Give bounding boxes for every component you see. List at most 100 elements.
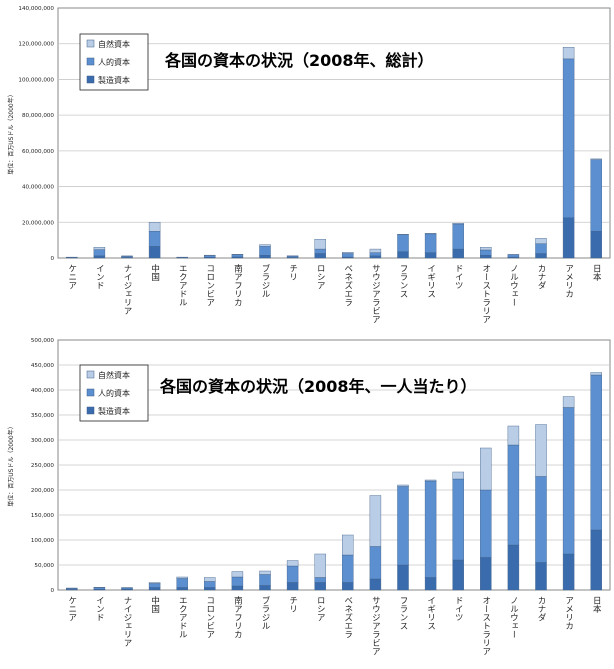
chart-title: 各国の資本の状況（2008年、一人当たり） xyxy=(159,377,477,396)
plot-area xyxy=(57,7,611,259)
bar-segment xyxy=(148,246,161,259)
bar-segment xyxy=(342,554,354,583)
bar-segment xyxy=(286,255,299,257)
x-tick-label: アメリカ xyxy=(564,264,574,298)
bar-segment xyxy=(535,238,547,244)
bar-segment xyxy=(176,587,188,591)
bar-segment xyxy=(507,444,520,546)
bar-segment xyxy=(562,553,575,591)
bar-segment xyxy=(424,233,437,235)
y-tick-label: 100,000 xyxy=(31,538,55,544)
bar-segment xyxy=(93,255,106,259)
bar-segment xyxy=(507,544,520,591)
bar-segment xyxy=(480,247,492,251)
x-tick-label: エクアドル xyxy=(177,596,187,639)
bar-segment xyxy=(424,233,437,253)
bar-segment xyxy=(535,253,547,259)
x-tick-label: 中国 xyxy=(150,263,160,282)
bar-segment xyxy=(590,159,602,232)
legend-label: 自然資本 xyxy=(98,39,130,49)
bar-segment xyxy=(148,231,161,247)
legend-swatch xyxy=(86,406,95,415)
bar-segment xyxy=(562,217,575,259)
y-tick-label: 100,000,000 xyxy=(18,77,54,83)
x-tick-label: ベネズエラ xyxy=(343,264,353,307)
x-tick-label: 日本 xyxy=(591,264,601,282)
bar-segment xyxy=(314,577,326,583)
bar-segment xyxy=(369,495,382,547)
x-tick-label: フランス xyxy=(398,596,408,630)
bar-segment xyxy=(148,582,161,584)
y-tick-label: 120,000,000 xyxy=(18,42,54,48)
bar-segment xyxy=(397,251,409,259)
y-tick-label: 400,000 xyxy=(31,388,55,394)
bar-segment xyxy=(397,234,409,235)
bar-segment xyxy=(204,254,216,256)
bar-segment xyxy=(535,424,547,477)
legend-swatch xyxy=(86,75,95,84)
x-tick-label: ブラジル xyxy=(260,263,270,298)
bar-segment xyxy=(342,253,354,258)
y-tick-label: 80,000,000 xyxy=(22,113,54,119)
x-tick-label: 中国 xyxy=(150,595,160,614)
x-tick-label: 南アフリカ xyxy=(232,595,242,638)
x-tick-label: チリ xyxy=(288,596,298,613)
bar-segment xyxy=(176,576,188,579)
y-tick-label: 150,000 xyxy=(31,513,55,519)
bar-segment xyxy=(562,396,575,408)
bar-segment xyxy=(562,407,575,555)
x-tick-label: サウジアラビア xyxy=(370,596,380,656)
bar-segment xyxy=(507,254,520,258)
bar-segment xyxy=(590,374,602,531)
x-tick-label: イギリス xyxy=(426,264,436,298)
y-tick-label: 250,000 xyxy=(31,463,55,469)
y-axis-label: 単位：百万USドル（2000年） xyxy=(7,423,15,506)
legend-label: 製造資本 xyxy=(98,75,130,85)
bar-segment xyxy=(507,425,520,446)
bar-segment xyxy=(480,447,492,491)
legend-swatch xyxy=(86,370,95,379)
x-tick-label: ナイジェリア xyxy=(122,596,132,647)
x-tick-label: コロンビア xyxy=(205,264,215,307)
bar-segment xyxy=(204,577,216,582)
y-tick-label: 0 xyxy=(50,256,54,262)
y-tick-label: 60,000,000 xyxy=(22,149,54,155)
bar-segment xyxy=(259,255,271,259)
x-tick-label: コロンビア xyxy=(205,596,215,639)
legend-swatch xyxy=(86,39,95,48)
bar-segment xyxy=(259,244,271,247)
x-tick-label: カナダ xyxy=(536,596,546,622)
x-tick-label: インド xyxy=(94,264,104,290)
y-tick-label: 20,000,000 xyxy=(22,220,54,226)
x-tick-label: ドイツ xyxy=(453,264,463,290)
x-tick-label: オーストラリア xyxy=(481,596,491,656)
bar-segment xyxy=(231,254,244,255)
x-tick-label: イギリス xyxy=(426,596,436,630)
bar-segment xyxy=(424,480,437,578)
bar-segment xyxy=(314,248,326,254)
bar-segment xyxy=(314,253,326,259)
bar-segment xyxy=(562,47,575,60)
y-tick-label: 140,000,000 xyxy=(18,6,54,12)
bar-segment xyxy=(535,243,547,254)
bar-segment xyxy=(452,222,464,225)
bar-segment xyxy=(424,479,437,482)
bar-segment xyxy=(231,571,244,578)
bar-segment xyxy=(397,564,409,591)
bar-segment xyxy=(314,239,326,250)
bar-segment xyxy=(342,582,354,591)
y-tick-label: 200,000 xyxy=(31,488,55,494)
bar-segment xyxy=(535,476,547,563)
bar-segment xyxy=(397,484,409,487)
bar-segment xyxy=(231,576,244,587)
bar-segment xyxy=(590,231,602,259)
x-tick-label: ナイジェリア xyxy=(122,264,132,315)
x-tick-label: インド xyxy=(94,596,104,622)
y-tick-label: 350,000 xyxy=(31,413,55,419)
bar-segment xyxy=(452,248,464,259)
bar-segment xyxy=(286,565,299,583)
bar-segment xyxy=(204,255,216,258)
bar-segment xyxy=(121,255,133,257)
